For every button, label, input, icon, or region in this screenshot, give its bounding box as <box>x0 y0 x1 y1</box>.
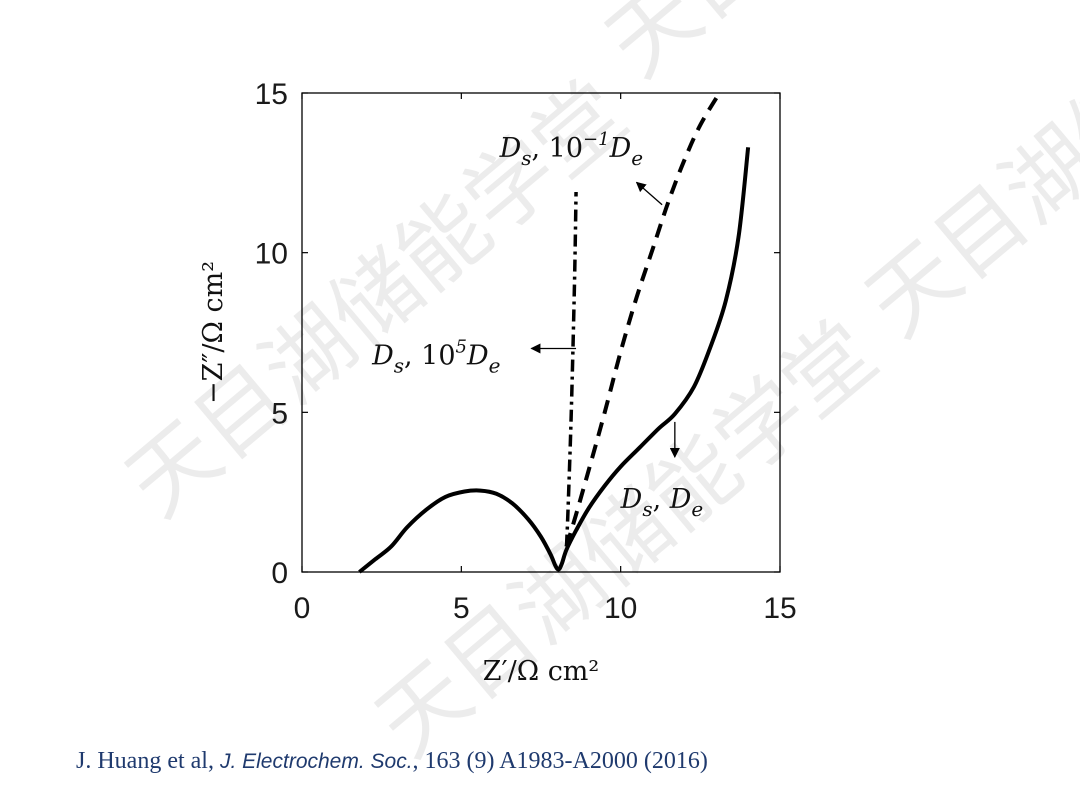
annotation-label: Ds, 105De <box>371 336 500 377</box>
y-tick-label: 10 <box>255 238 288 271</box>
y-tick-label: 15 <box>255 78 288 111</box>
series-line-1 <box>564 91 722 548</box>
annotation-label: Ds, 10−1De <box>499 129 644 170</box>
annotation-layer: Ds, 10−1De Ds, 105De Ds, De <box>371 129 703 521</box>
y-axis-label: −Z″/Ω cm² <box>198 261 229 404</box>
x-tick-label: 0 <box>294 592 311 625</box>
y-tick-label: 5 <box>271 397 288 430</box>
series-line-2 <box>564 191 578 547</box>
watermark-text: 天目湖储能学堂 <box>847 0 1080 356</box>
citation-journal: J. Electrochem. Soc. <box>219 750 413 773</box>
y-tick-label: 0 <box>271 557 288 590</box>
plot-frame <box>301 92 781 573</box>
citation: J. Huang et al, J. Electrochem. Soc., 16… <box>76 748 708 775</box>
series-line-0 <box>358 147 751 574</box>
x-tick-label: 5 <box>453 592 470 625</box>
watermark-text: 天目湖储能学堂 <box>357 301 895 776</box>
citation-details: , 163 (9) A1983-A2000 (2016) <box>412 748 708 774</box>
series-layer <box>358 91 751 574</box>
annotation-arrow <box>635 181 663 206</box>
axis-ticks: 0 5 10 15 0 5 10 15 <box>255 78 797 625</box>
annotation-label: Ds, De <box>620 484 704 521</box>
x-tick-label: 10 <box>604 592 637 625</box>
x-axis-label: Z′/Ω cm² <box>483 656 600 687</box>
x-tick-label: 15 <box>763 592 796 625</box>
watermark-text: 天目湖储能学堂 <box>587 0 1080 96</box>
citation-authors: J. Huang et al, <box>76 748 220 774</box>
